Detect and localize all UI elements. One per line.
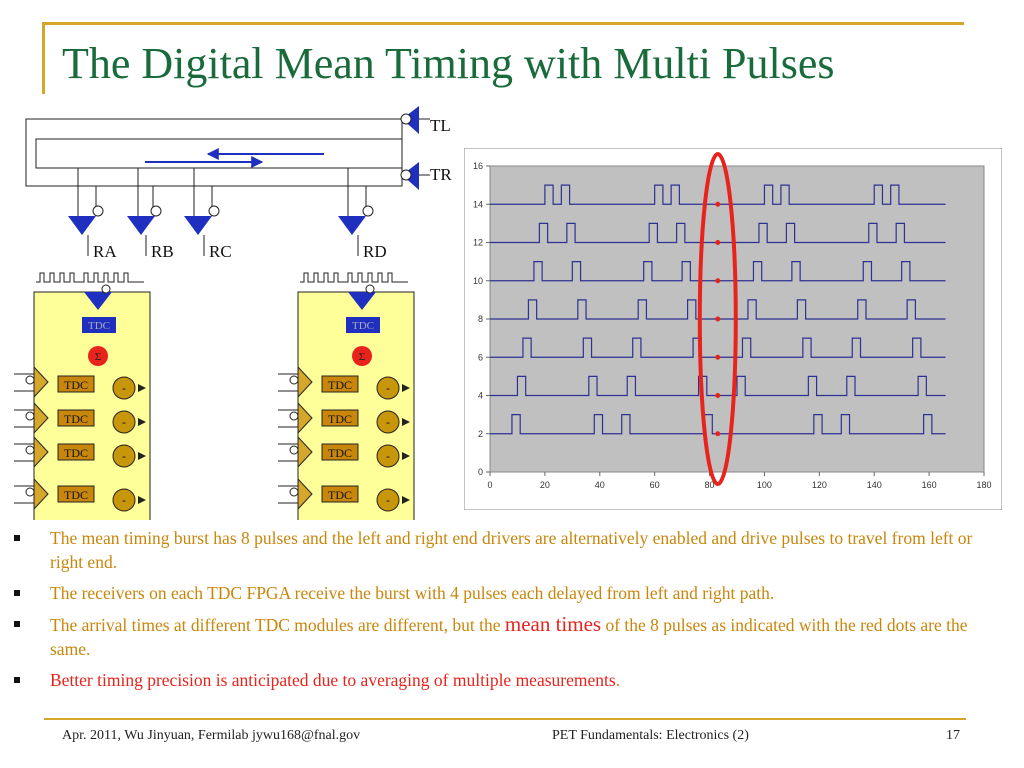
subtract-symbol: - xyxy=(122,493,126,507)
tdc-module-right: TDC Σ TDC - TDC - TDC - TDC - xyxy=(278,272,415,520)
pulse-timing-chart: 0 20 40 60 80 100 120 140 160 180 0 2 4 6 8 10 12 14 16 xyxy=(464,148,1002,510)
y-tick-label: 10 xyxy=(473,276,483,286)
y-tick-label: 16 xyxy=(473,161,483,171)
tdc-label: TDC xyxy=(64,446,88,460)
x-tick-label: 0 xyxy=(487,480,492,490)
bullet-marker xyxy=(14,677,20,683)
pulse-burst-waveform xyxy=(36,272,144,283)
bullet-marker xyxy=(14,535,20,541)
sum-symbol: Σ xyxy=(95,351,101,363)
frame-top-rule xyxy=(42,22,964,25)
pulse-series-line xyxy=(490,184,946,205)
mean-timing-diagram: TL TR RA RB RC RD TDC Σ xyxy=(14,106,452,520)
y-tick-label: 0 xyxy=(478,467,483,477)
footer-author: Apr. 2011, Wu Jinyuan, Fermilab jywu168@… xyxy=(62,728,361,743)
tdc-label: TDC xyxy=(64,378,88,392)
pulse-series-line xyxy=(490,299,946,320)
mean-time-dot xyxy=(715,431,721,437)
sum-symbol: Σ xyxy=(359,351,365,363)
y-tick-label: 2 xyxy=(478,429,483,439)
x-tick-label: 120 xyxy=(812,480,827,490)
x-tick-label: 80 xyxy=(705,480,715,490)
subtract-symbol: - xyxy=(386,449,390,463)
label-rb: RB xyxy=(151,242,174,261)
footer-rule xyxy=(44,718,966,720)
pulse-burst-waveform xyxy=(300,272,408,283)
mean-time-highlight-ellipse xyxy=(697,152,738,486)
tdc-label: TDC xyxy=(64,488,88,502)
tdc-sum-label: TDC xyxy=(88,320,110,332)
bullet-list: The mean timing burst has 8 pulses and t… xyxy=(14,526,1004,699)
tdc-label: TDC xyxy=(328,446,352,460)
label-ra: RA xyxy=(93,242,117,261)
x-tick-label: 160 xyxy=(922,480,937,490)
receiver-rd: RD xyxy=(338,168,387,261)
tdc-label: TDC xyxy=(328,412,352,426)
label-rc: RC xyxy=(209,242,232,261)
mean-time-dot xyxy=(715,316,721,322)
x-tick-label: 180 xyxy=(976,480,991,490)
bullet-item: The arrival times at different TDC modul… xyxy=(14,612,1004,661)
frame-left-rule xyxy=(42,22,45,94)
subtract-symbol: - xyxy=(386,493,390,507)
bullet-text: The arrival times at different TDC modul… xyxy=(50,615,505,635)
page-number: 17 xyxy=(946,728,960,743)
tdc-label: TDC xyxy=(64,412,88,426)
y-tick-label: 12 xyxy=(473,238,483,248)
receiver-rb: RB xyxy=(127,168,174,261)
subtract-symbol: - xyxy=(386,415,390,429)
mean-time-dot xyxy=(715,393,721,398)
subtract-symbol: - xyxy=(386,381,390,395)
y-tick-label: 14 xyxy=(473,199,483,209)
bullet-text: Better timing precision is anticipated d… xyxy=(50,670,616,690)
y-tick-label: 4 xyxy=(478,391,483,401)
mean-time-dot xyxy=(715,201,721,207)
footer-course: PET Fundamentals: Electronics (2) xyxy=(552,728,749,743)
x-tick-label: 60 xyxy=(650,480,660,490)
tdc-label: TDC xyxy=(328,378,352,392)
receiver-rc: RC xyxy=(184,168,232,261)
subtract-symbol: - xyxy=(122,381,126,395)
x-tick-label: 20 xyxy=(540,480,550,490)
bullet-text: The mean timing burst has 8 pulses and t… xyxy=(50,528,973,572)
subtract-symbol: - xyxy=(122,449,126,463)
label-rd: RD xyxy=(363,242,387,261)
highlight-mean-times: mean times xyxy=(504,612,602,636)
tdc-sum-label: TDC xyxy=(352,320,374,332)
bullet-marker xyxy=(14,621,20,627)
mean-time-dot xyxy=(715,354,721,360)
bullet-marker xyxy=(14,590,20,596)
x-tick-label: 40 xyxy=(595,480,605,490)
x-tick-label: 100 xyxy=(757,480,772,490)
driver-tl: TL xyxy=(400,106,451,135)
pulse-series-line xyxy=(490,375,946,397)
receiver-ra: RA xyxy=(68,168,117,261)
pulse-series-line xyxy=(490,261,946,282)
label-tr: TR xyxy=(430,165,452,184)
label-tl: TL xyxy=(430,116,451,135)
mean-time-dot xyxy=(715,278,721,284)
tdc-label: TDC xyxy=(328,488,352,502)
bullet-item: The mean timing burst has 8 pulses and t… xyxy=(14,526,1004,574)
bullet-period: . xyxy=(615,670,621,690)
pulse-series-line xyxy=(490,337,946,358)
slide-title: The Digital Mean Timing with Multi Pulse… xyxy=(62,39,835,88)
transmission-line xyxy=(25,118,403,187)
bullet-item: The receivers on each TDC FPGA receive t… xyxy=(14,581,1004,605)
tdc-module-left: TDC Σ TDC - TDC - TDC - TDC - xyxy=(14,272,151,520)
subtract-symbol: - xyxy=(122,415,126,429)
mean-time-dot xyxy=(715,240,721,245)
driver-tr: TR xyxy=(400,162,452,190)
bullet-item: Better timing precision is anticipated d… xyxy=(14,668,1004,692)
y-tick-label: 6 xyxy=(478,352,483,362)
bullet-text: of the 8 pulses as indicated with the re… xyxy=(50,615,968,659)
y-tick-label: 8 xyxy=(478,314,483,324)
pulse-series-line xyxy=(490,414,946,435)
pulse-series-line xyxy=(490,222,946,244)
bullet-text: The receivers on each TDC FPGA receive t… xyxy=(50,583,775,603)
x-tick-label: 140 xyxy=(867,480,882,490)
